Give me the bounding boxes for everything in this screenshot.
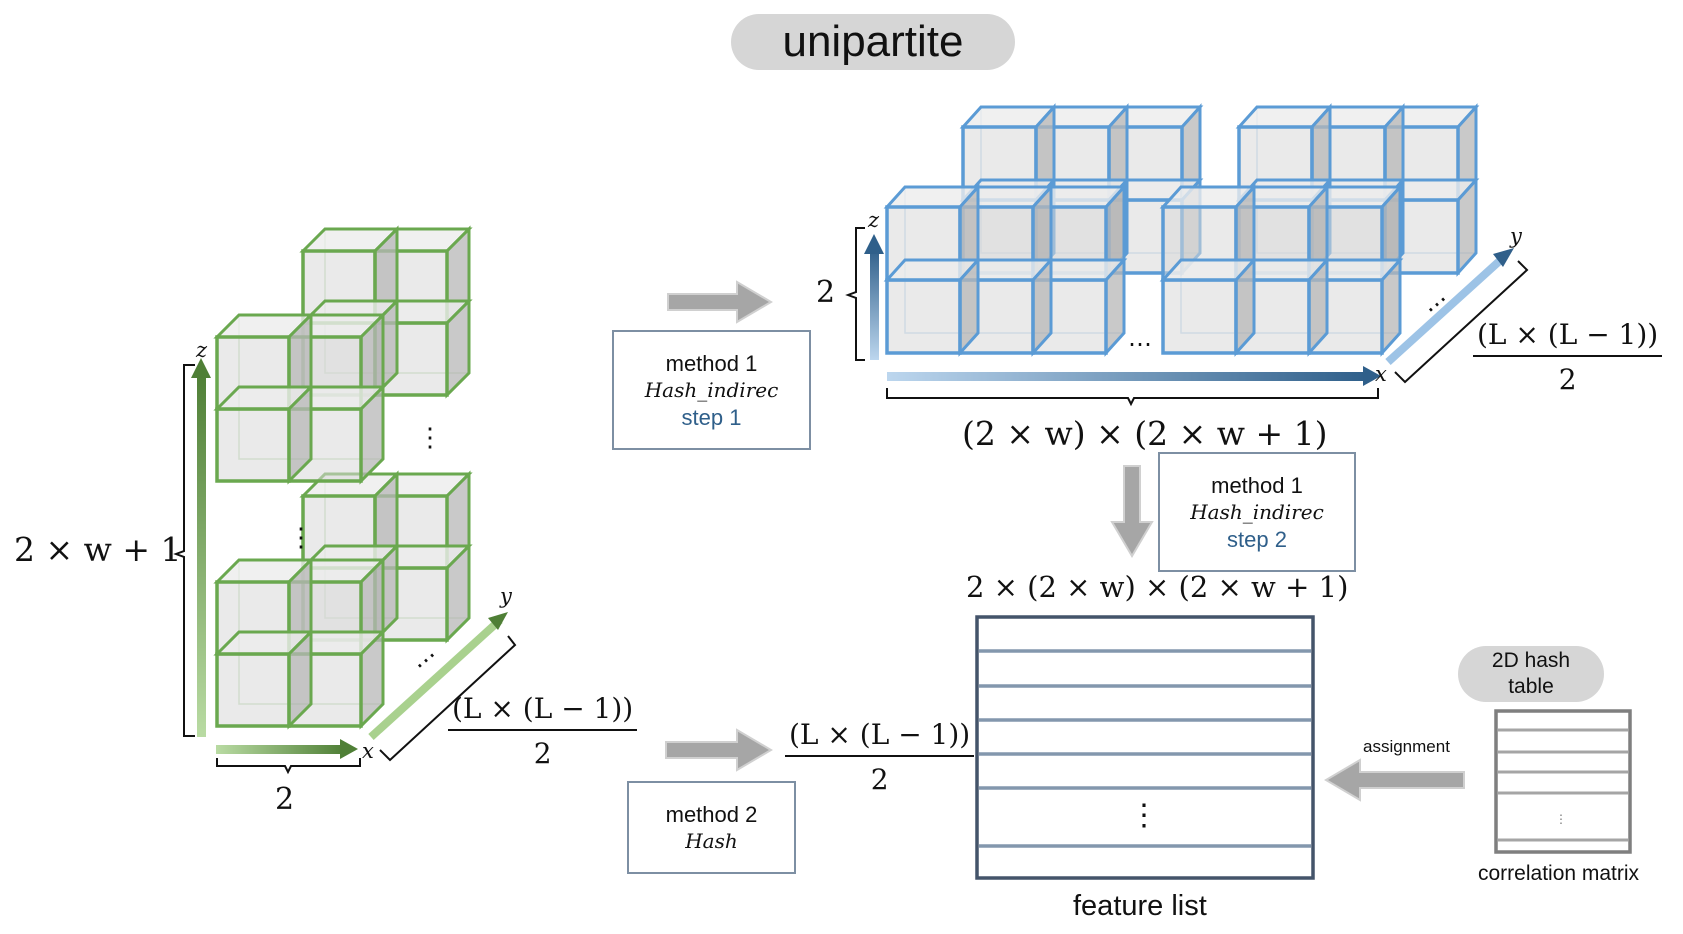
feature-list-label: feature list	[1073, 890, 1207, 922]
blue-height-label: 2	[816, 275, 836, 310]
blue-width-label: (2 × w) × (2 × w + 1)	[962, 414, 1328, 453]
green-vertical-ellipsis-lower: ⋮	[288, 522, 314, 552]
blue-depth-denominator: 2	[1558, 363, 1577, 396]
green-width-label: 2	[275, 782, 295, 817]
blue-depth-brace	[1394, 260, 1529, 384]
method1-step1-step: step 1	[681, 404, 742, 430]
hash-table-line2: table	[1508, 675, 1554, 698]
blue-height-brace	[845, 227, 865, 361]
feature-columns-label: 2 × (2 × w) × (2 × w + 1)	[966, 570, 1349, 604]
method1-step1-func: Hash_indirec	[644, 377, 779, 402]
green-axis-y: y	[500, 584, 512, 608]
green-depth-fraction: (L × (L − 1)) 2	[448, 692, 638, 770]
hash-table-line1: 2D hash	[1491, 649, 1571, 672]
blue-axis-y: y	[1510, 224, 1522, 248]
blue-y-axis-head	[1493, 248, 1514, 267]
feature-rows-denominator: 2	[870, 763, 889, 796]
feature-rows-fraction: (L × (L − 1)) 2	[785, 718, 975, 796]
method1-step1-box: method 1 Hash_indirec step 1	[612, 330, 811, 450]
method1-step2-step: step 2	[1227, 526, 1287, 552]
blue-z-axis-head	[864, 234, 884, 254]
hash-table-matrix	[1494, 709, 1632, 854]
green-front-top-block-r1-c0-front	[215, 407, 291, 483]
correlation-matrix-label: correlation matrix	[1478, 862, 1640, 885]
arrow-green-to-blue	[667, 280, 773, 324]
green-x-axis-head	[340, 739, 358, 759]
hash-table-pill: 2D hash table	[1458, 646, 1604, 702]
feature-list-table	[975, 615, 1315, 880]
blue-front-right-block-r1-c0-front	[1161, 278, 1238, 355]
blue-depth-numerator: (L × (L − 1))	[1477, 318, 1659, 351]
method1-step2-method: method 1	[1211, 472, 1303, 498]
blue-x-axis-head	[1363, 366, 1381, 386]
method1-step2-box: method 1 Hash_indirec step 2	[1158, 452, 1356, 572]
blue-horizontal-ellipsis: ⋯	[1128, 331, 1152, 358]
blue-x-axis-shaft	[887, 372, 1367, 381]
feature-rows-bar	[785, 755, 975, 757]
green-depth-brace	[379, 635, 517, 762]
green-depth-bar	[448, 729, 638, 731]
title-pill: unipartite	[731, 14, 1015, 70]
green-x-axis-shaft	[216, 745, 344, 754]
green-axis-x: x	[362, 739, 374, 763]
assignment-label: assignment	[1363, 737, 1450, 756]
method2-func: Hash	[685, 828, 738, 853]
blue-y-axis-shaft	[1385, 253, 1508, 365]
feature-list-ellipsis: ⋮	[1129, 799, 1159, 832]
method2-method: method 2	[665, 801, 758, 827]
green-front-bottom-block-r1-c0	[213, 628, 315, 730]
arrow-green-to-feature-list	[665, 728, 773, 772]
green-width-brace	[216, 758, 361, 775]
blue-depth-fraction: (L × (L − 1)) 2	[1473, 318, 1663, 396]
blue-depth-bar	[1473, 355, 1663, 357]
green-axis-z: z	[196, 338, 208, 362]
feature-rows-numerator: (L × (L − 1))	[789, 718, 971, 751]
blue-front-left-block-r1-c0-front	[885, 278, 962, 355]
arrow-hash-to-feature-list	[1324, 758, 1465, 802]
method1-step1-method: method 1	[665, 350, 758, 376]
green-vertical-ellipsis-upper: ⋮	[417, 422, 443, 452]
blue-axis-z: z	[868, 208, 880, 232]
green-front-top-block-r1-c0	[213, 383, 315, 485]
green-height-brace	[173, 364, 195, 737]
green-depth-numerator: (L × (L − 1))	[452, 692, 634, 725]
green-depth-denominator: 2	[533, 737, 552, 770]
blue-front-left-block-r1-c0	[883, 256, 982, 357]
green-front-bottom-block-r1-c0-front	[215, 652, 291, 728]
green-z-axis-head	[191, 358, 211, 378]
green-height-label: 2 × w + 1	[14, 530, 182, 569]
method2-box: method 2 Hash	[627, 781, 796, 874]
title-text: unipartite	[782, 17, 964, 66]
green-y-axis-shaft	[368, 617, 503, 740]
hash-table-ellipsis: ⋮	[1555, 812, 1567, 826]
blue-axis-x: x	[1375, 362, 1387, 386]
green-y-axis-head	[488, 612, 508, 630]
arrow-blue-to-feature-list	[1110, 465, 1154, 558]
blue-front-right-block-r1-c0	[1159, 256, 1258, 357]
method1-step2-func: Hash_indirec	[1190, 499, 1324, 524]
blue-z-axis-shaft	[870, 248, 879, 360]
blue-width-brace	[886, 388, 1379, 407]
green-z-axis-shaft	[197, 372, 206, 737]
